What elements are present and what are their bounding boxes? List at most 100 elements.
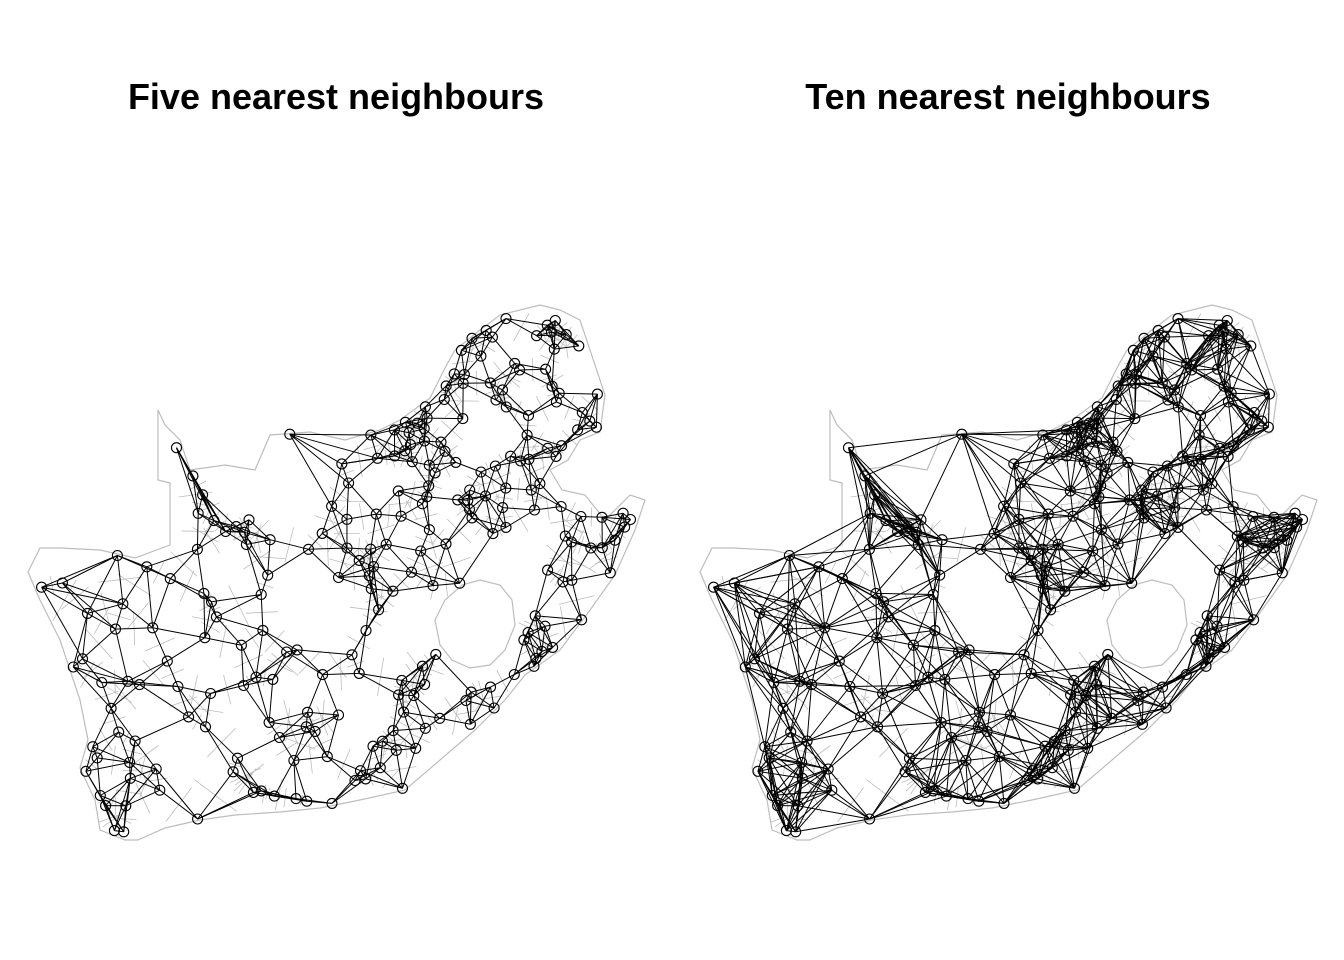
centroid-node [1201, 610, 1213, 622]
neighbour-edge [492, 336, 516, 364]
neighbour-edge [614, 526, 626, 541]
centroid-node [1043, 452, 1056, 464]
neighbour-edge [305, 712, 308, 727]
neighbour-edge [327, 756, 361, 772]
centroid-node [490, 394, 502, 406]
neighbour-edge [1099, 417, 1135, 420]
centroid-node [1004, 571, 1017, 584]
neighbour-edge [1115, 399, 1136, 419]
centroid-node [267, 673, 279, 685]
neighbour-edge [1143, 686, 1163, 693]
neighbour-edge [838, 616, 889, 662]
neighbour-edge [1142, 691, 1167, 709]
neighbour-edge [1205, 615, 1208, 667]
neighbour-edge [571, 580, 583, 620]
neighbour-edge [1101, 499, 1131, 531]
centroid-node [205, 596, 218, 608]
centroid-node [1181, 357, 1193, 369]
centroid-node [573, 340, 585, 352]
neighbour-edge [864, 475, 919, 545]
neighbour-edge [377, 457, 413, 463]
neighbour-edge [321, 532, 360, 561]
centroid-node [371, 452, 384, 464]
neighbour-edge [968, 649, 995, 675]
centroid-node [418, 423, 430, 435]
neighbour-edge [876, 637, 884, 694]
centroid-node [273, 731, 286, 744]
neighbour-edge [1003, 770, 1033, 804]
centroid-node [80, 765, 92, 777]
centroid-node [370, 508, 382, 520]
neighbour-edge [1228, 393, 1270, 403]
centroid-node [536, 645, 548, 657]
centroid-node [855, 711, 867, 723]
neighbour-edge [72, 666, 112, 709]
centroid-node [1197, 484, 1209, 496]
centroid-node [1281, 534, 1293, 546]
neighbour-edge [1232, 506, 1254, 517]
neighbour-edge [526, 434, 562, 447]
neighbour-edge [1042, 421, 1078, 436]
neighbour-edge [331, 463, 343, 507]
neighbour-edge [1177, 483, 1212, 489]
neighbour-edge [969, 649, 1025, 656]
neighbour-edge [255, 677, 270, 723]
neighbour-edge [1031, 665, 1095, 674]
centroid-node [919, 786, 931, 798]
neighbour-edge [1084, 461, 1108, 474]
neighbour-edge [1227, 401, 1235, 446]
neighbour-edge [1166, 465, 1176, 508]
centroid-node [1059, 725, 1071, 737]
neighbour-edge [245, 544, 262, 595]
neighbour-edge [602, 539, 616, 549]
neighbour-edge [547, 324, 580, 347]
centroid-node [1037, 583, 1049, 595]
neighbour-edge [1141, 508, 1179, 528]
neighbour-edge [1072, 515, 1119, 545]
neighbour-edge [289, 433, 371, 436]
centroid-node [460, 694, 472, 707]
neighbour-edge [1030, 672, 1071, 696]
centroid-node [794, 675, 806, 687]
neighbour-edge [1174, 488, 1179, 508]
centroid-node [81, 607, 94, 619]
centroid-node [973, 795, 985, 807]
centroid-node [981, 725, 993, 737]
neighbour-edge [1037, 630, 1075, 681]
neighbour-edge [1216, 581, 1236, 627]
neighbour-edge [993, 533, 1011, 578]
neighbour-edge [888, 616, 914, 646]
centroid-node [1190, 634, 1202, 646]
neighbour-edge [831, 789, 870, 820]
lesotho-outline [434, 579, 516, 669]
centroid-node [929, 624, 941, 636]
neighbour-edge [358, 548, 372, 561]
centroid-node [892, 525, 904, 538]
centroid-node [301, 706, 314, 718]
neighbour-edge [225, 519, 250, 532]
neighbour-edge [1137, 700, 1143, 725]
centroid-node [877, 687, 889, 700]
centroid-node [939, 673, 951, 685]
neighbour-edge [1092, 550, 1133, 584]
neighbour-edge [1070, 694, 1098, 729]
neighbour-edge [513, 639, 525, 675]
centroid-node [522, 409, 535, 422]
neighbour-edge [365, 767, 381, 780]
knn5-panel: Five nearest neighbours [27, 76, 646, 841]
neighbour-edge [440, 441, 457, 463]
neighbour-edge [204, 637, 242, 646]
neighbour-edge [849, 686, 883, 694]
neighbour-edge [1219, 412, 1255, 449]
neighbour-edge [773, 682, 808, 742]
neighbour-edge [62, 582, 88, 614]
neighbour-edge [268, 722, 280, 738]
neighbour-edge [1158, 329, 1209, 337]
neighbour-edge [1139, 499, 1166, 534]
neighbour-edge [1125, 338, 1145, 375]
centroid-node [1004, 709, 1017, 721]
neighbour-edge [1177, 509, 1207, 528]
neighbour-edge [904, 771, 969, 800]
neighbour-edge [152, 627, 168, 662]
neighbour-edge [1198, 401, 1229, 436]
